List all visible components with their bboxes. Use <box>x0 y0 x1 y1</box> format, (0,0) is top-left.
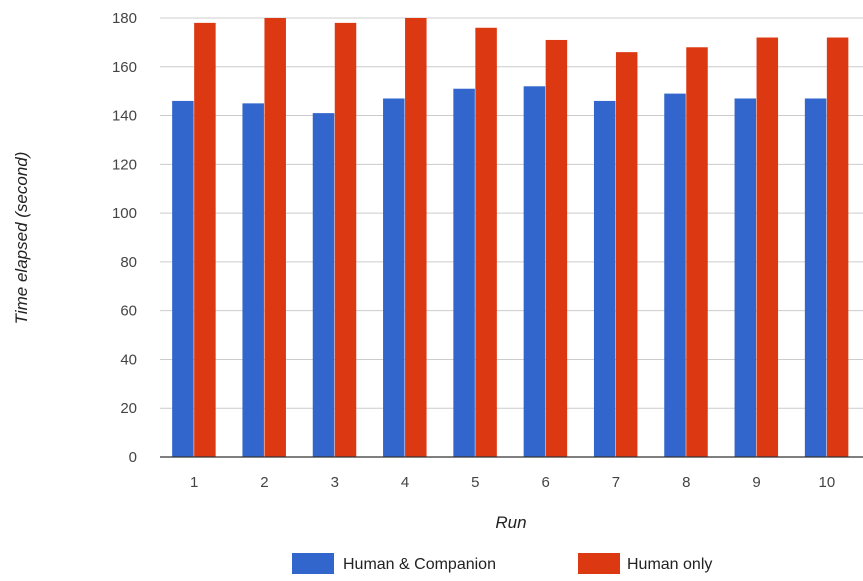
bar-human-companion <box>242 103 264 457</box>
legend: Human & Companion Human only <box>292 553 712 574</box>
y-tick-label: 180 <box>112 10 137 27</box>
bar-human-only <box>756 37 779 458</box>
bar-human-only <box>334 22 357 457</box>
bar-human-companion <box>734 98 757 457</box>
bars <box>172 18 849 458</box>
x-tick-label: 10 <box>819 474 836 491</box>
bar-human-companion <box>593 100 616 457</box>
bar-human-only <box>686 47 708 458</box>
bar-human-companion <box>312 113 335 457</box>
bar-human-only <box>264 18 286 457</box>
axes: 0 20 40 60 80 100 120 140 160 180 1 2 3 4 5 6 7 8 9 10 <box>112 10 863 491</box>
bar-human-only <box>545 39 568 457</box>
x-tick-label: 7 <box>612 474 620 491</box>
bar-human-companion <box>664 93 686 457</box>
x-tick-label: 9 <box>752 474 760 491</box>
bar-human-only <box>405 18 427 457</box>
y-tick-label: 60 <box>120 303 137 320</box>
x-tick-label: 5 <box>471 474 479 491</box>
bar-human-only <box>826 37 849 458</box>
legend-label: Human only <box>627 556 712 573</box>
y-tick-label: 20 <box>120 400 137 417</box>
y-tick-label: 120 <box>112 156 137 173</box>
bar-human-companion <box>453 88 475 457</box>
bar-human-companion <box>804 98 827 457</box>
legend-swatch <box>578 553 620 574</box>
y-tick-label: 40 <box>120 351 137 368</box>
x-axis-title: Run <box>495 513 526 532</box>
y-tick-label: 100 <box>112 205 137 222</box>
y-tick-label: 160 <box>112 59 137 76</box>
legend-swatch <box>292 553 334 574</box>
bar-human-only <box>475 27 497 458</box>
y-tick-label: 0 <box>129 449 137 466</box>
legend-label: Human & Companion <box>343 556 496 573</box>
bar-human-only <box>194 22 216 457</box>
x-tick-label: 3 <box>331 474 339 491</box>
x-tick-label: 8 <box>682 474 690 491</box>
bar-human-companion <box>383 98 405 457</box>
x-tick-label: 1 <box>190 474 198 491</box>
x-tick-label: 4 <box>401 474 409 491</box>
bar-human-companion <box>172 100 194 457</box>
x-tick-label: 2 <box>260 474 268 491</box>
x-tick-label: 6 <box>541 474 549 491</box>
y-tick-label: 80 <box>120 254 137 271</box>
bar-human-only <box>615 52 638 458</box>
y-tick-label: 140 <box>112 108 137 125</box>
y-axis-title: Time elapsed (second) <box>12 152 31 325</box>
bar-human-companion <box>523 86 546 458</box>
